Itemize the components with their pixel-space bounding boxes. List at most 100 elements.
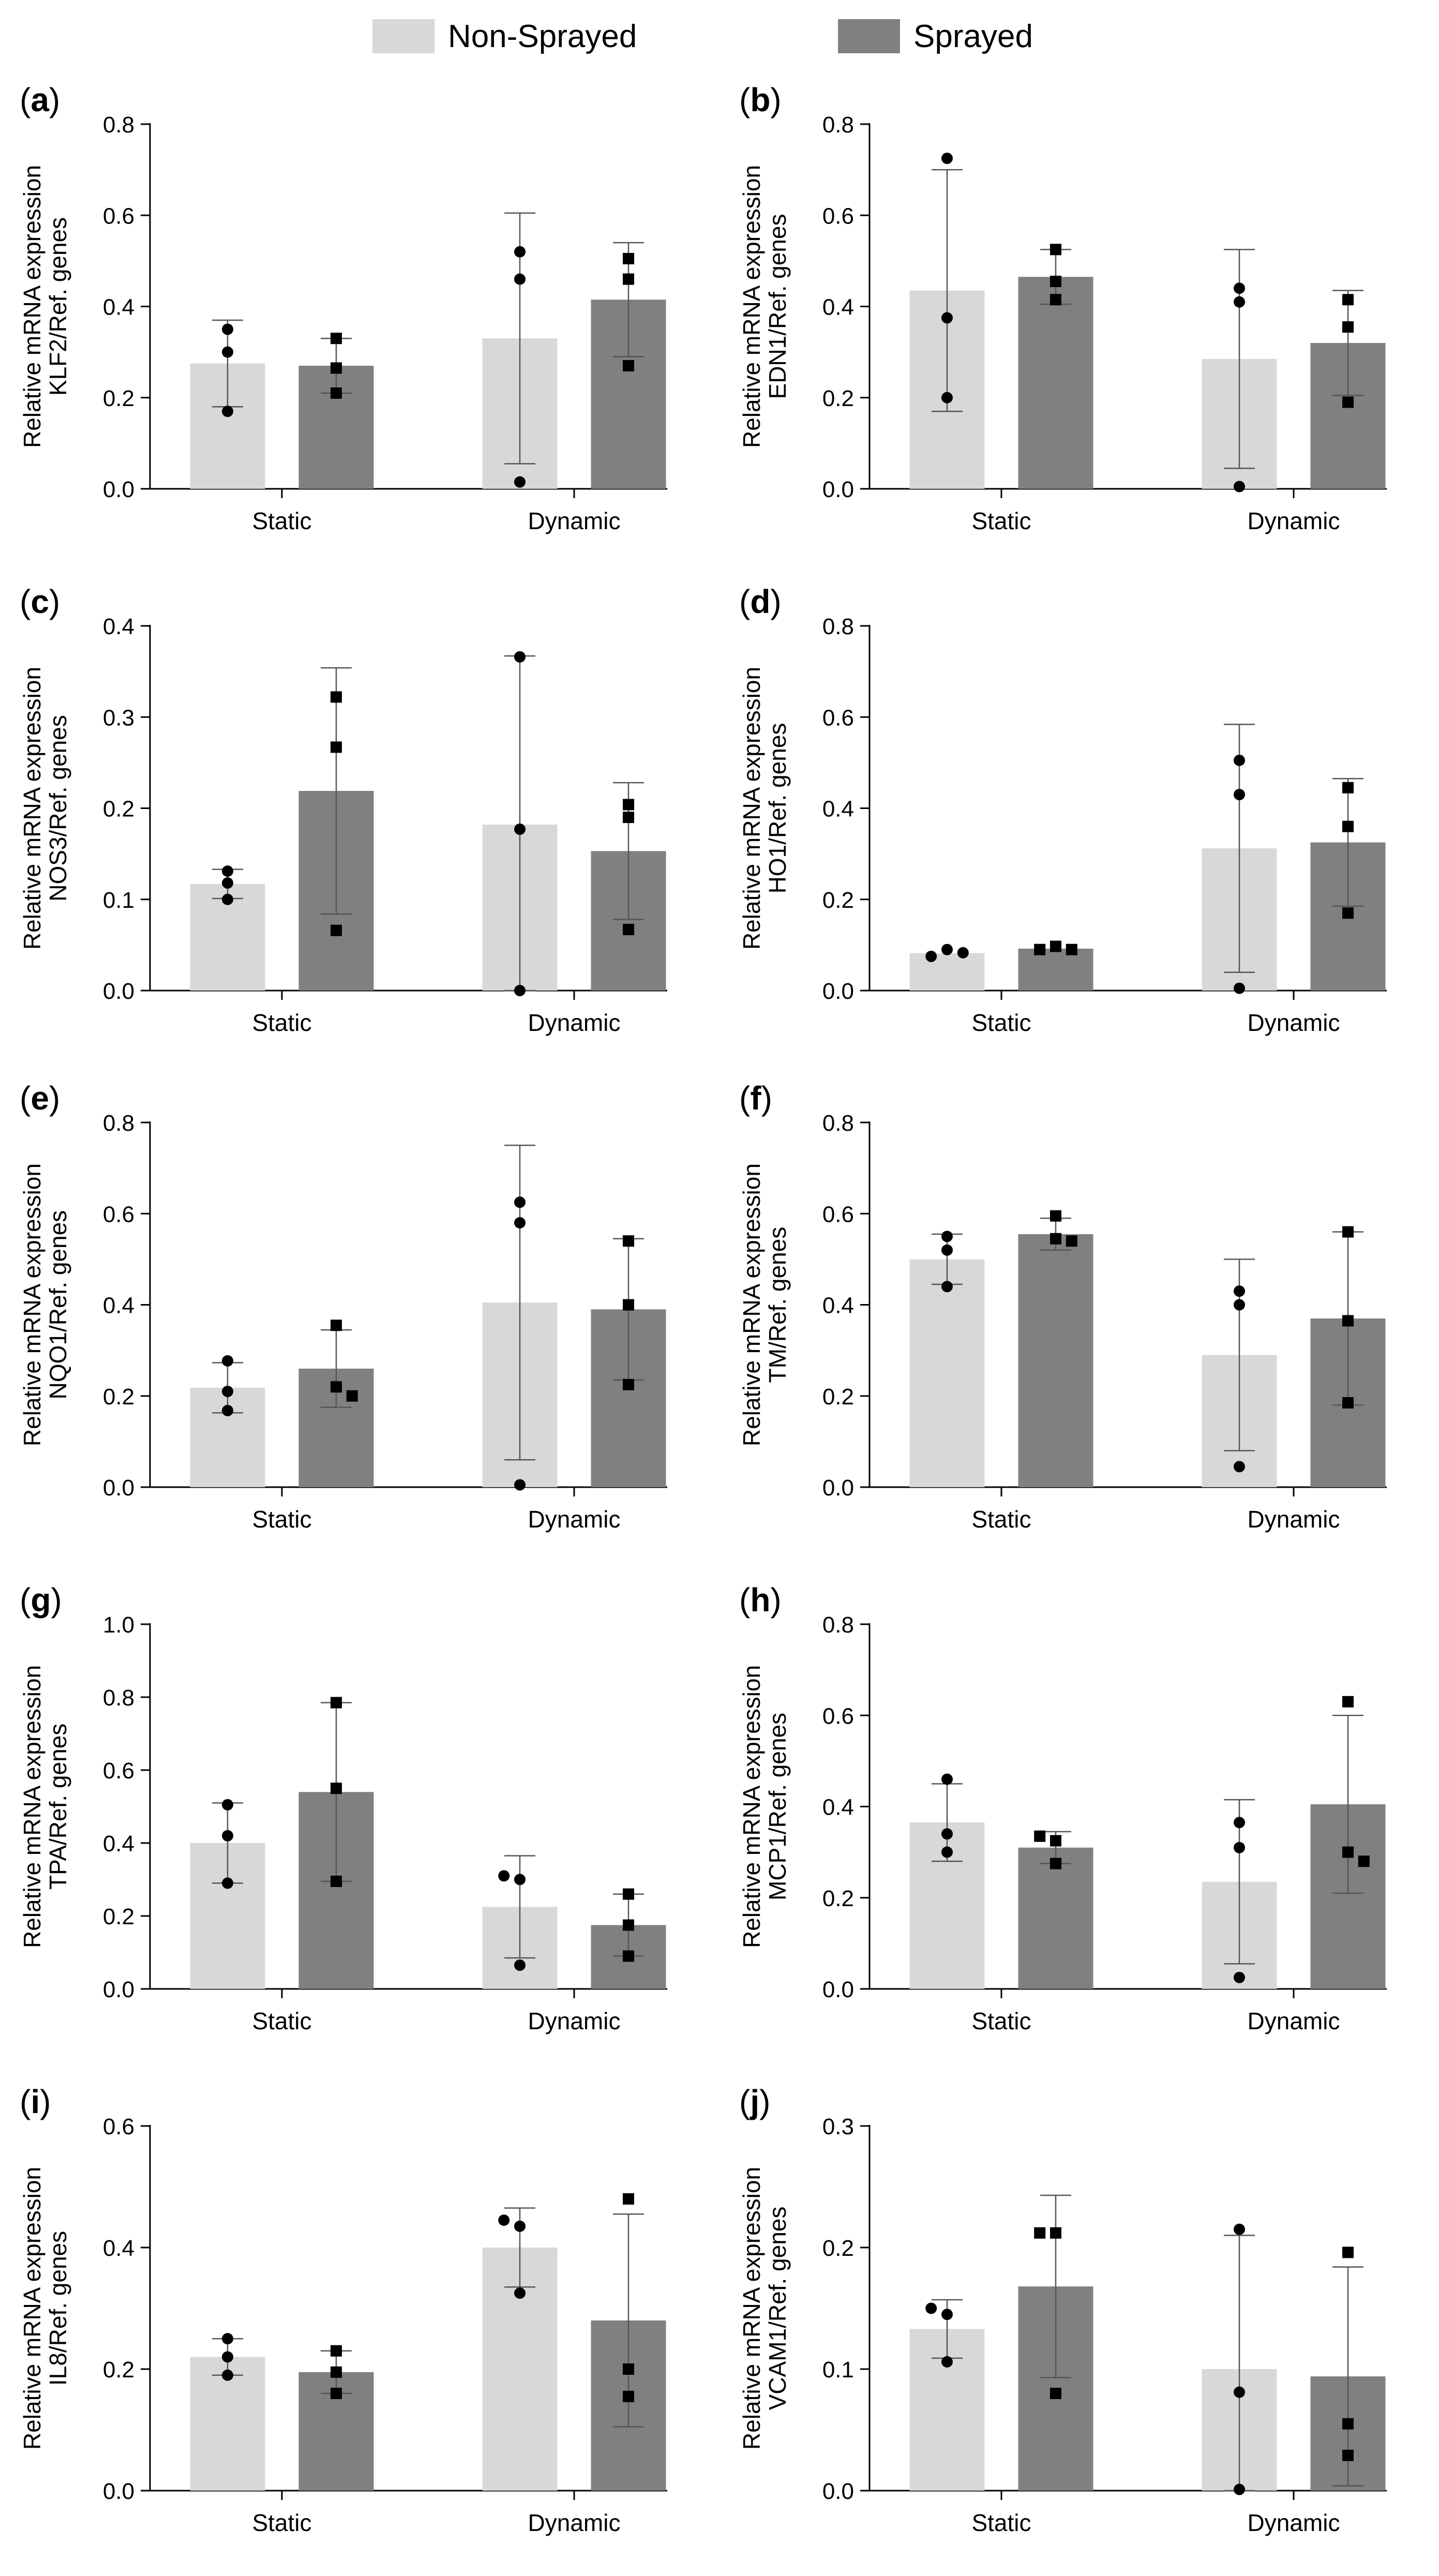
- data-point-sprayed: [1342, 1315, 1354, 1327]
- data-point-non-sprayed: [514, 1959, 526, 1971]
- chart-panel-e: (e) Relative mRNA expression NQO1/Ref. gen…: [0, 1076, 720, 1572]
- data-point-sprayed: [1342, 1226, 1354, 1238]
- data-point-non-sprayed: [1234, 481, 1245, 492]
- y-tick-label: 0.2: [822, 2236, 854, 2261]
- chart-panel-g: (g) Relative mRNA expression TPA/Ref. gene…: [0, 1578, 720, 2074]
- y-axis-label-line2: MCP1/Ref. genes: [764, 1713, 791, 1900]
- data-point-sprayed: [1358, 1855, 1370, 1867]
- data-point-sprayed: [623, 273, 634, 285]
- y-axis-label-line2: TPA/Ref. genes: [44, 1724, 71, 1890]
- data-point-sprayed: [1050, 2227, 1061, 2239]
- panel-label-open: (: [20, 1581, 31, 1619]
- data-point-non-sprayed: [941, 1231, 953, 1242]
- panel-label-close: ): [770, 583, 781, 620]
- x-tick-label: Static: [971, 2509, 1031, 2536]
- chart-panel-i: (i) Relative mRNA expression IL8/Ref. gene…: [0, 2079, 720, 2576]
- panel-label-letter: c: [31, 583, 49, 620]
- y-tick-label: 0.0: [103, 979, 134, 1004]
- panel-label-open: (: [20, 81, 31, 118]
- data-point-non-sprayed: [514, 823, 526, 835]
- panel-label: (i): [20, 2083, 51, 2120]
- y-tick-label: 0.2: [822, 386, 854, 411]
- legend-swatch-sprayed: [838, 19, 900, 53]
- y-tick-label: 0.2: [822, 888, 854, 913]
- x-tick-label: Dynamic: [1248, 2509, 1340, 2536]
- data-point-non-sprayed: [222, 323, 233, 335]
- x-tick-label: Dynamic: [1248, 2008, 1340, 2034]
- panel-label-close: ): [770, 1581, 781, 1619]
- x-tick-label: Dynamic: [528, 2509, 621, 2536]
- y-tick-label: 0.2: [822, 1886, 854, 1911]
- panel-label-open: (: [739, 81, 750, 118]
- data-point-non-sprayed: [1234, 1971, 1245, 1983]
- data-point-non-sprayed: [941, 2309, 953, 2320]
- y-axis-label-line1: Relative mRNA expression: [19, 667, 46, 950]
- data-point-sprayed: [331, 362, 342, 374]
- y-tick-label: 0.3: [103, 705, 134, 730]
- x-tick-label: Static: [252, 1009, 311, 1036]
- y-tick-label: 0.0: [103, 477, 134, 502]
- y-tick-label: 0.8: [822, 1612, 854, 1638]
- y-tick-label: 0.4: [103, 295, 134, 320]
- data-point-non-sprayed: [941, 1244, 953, 1256]
- data-point-non-sprayed: [514, 651, 526, 663]
- y-tick-label: 1.0: [103, 1612, 134, 1638]
- legend-label-sprayed: Sprayed: [913, 18, 1033, 54]
- panel-label: (e): [20, 1080, 60, 1117]
- data-point-sprayed: [1050, 1233, 1061, 1245]
- y-axis-label-line1: Relative mRNA expression: [19, 1665, 46, 1948]
- data-point-sprayed: [331, 1381, 342, 1393]
- x-tick-label: Static: [252, 507, 311, 534]
- data-point-sprayed: [623, 2193, 634, 2205]
- y-tick-label: 0.6: [103, 203, 134, 229]
- data-point-non-sprayed: [1234, 982, 1245, 994]
- y-tick-label: 0.6: [822, 1202, 854, 1227]
- x-tick-label: Dynamic: [1248, 1506, 1340, 1533]
- data-point-sprayed: [623, 799, 634, 811]
- data-point-non-sprayed: [957, 947, 969, 958]
- panel-label: (g): [20, 1581, 62, 1619]
- panel-label-close: ): [770, 81, 781, 118]
- x-tick-label: Static: [252, 2509, 311, 2536]
- y-axis-label-line2: VCAM1/Ref. genes: [764, 2207, 791, 2410]
- x-tick-label: Dynamic: [1248, 507, 1340, 534]
- data-point-sprayed: [623, 2390, 634, 2402]
- data-point-sprayed: [331, 2388, 342, 2399]
- panel-label-letter: g: [31, 1581, 51, 1619]
- y-tick-label: 0.6: [822, 1703, 854, 1729]
- legend-swatch-non-sprayed: [372, 19, 434, 53]
- data-point-sprayed: [331, 1320, 342, 1331]
- data-point-sprayed: [1342, 2449, 1354, 2461]
- data-point-sprayed: [623, 923, 634, 935]
- x-tick-label: Static: [971, 1506, 1031, 1533]
- data-point-non-sprayed: [1234, 1461, 1245, 1473]
- data-point-sprayed: [623, 1888, 634, 1900]
- data-point-non-sprayed: [514, 1217, 526, 1229]
- chart-panel-c: (c) Relative mRNA expression NOS3/Ref. gen…: [0, 579, 720, 1076]
- data-point-sprayed: [1342, 1696, 1354, 1708]
- data-point-sprayed: [1342, 2418, 1354, 2430]
- data-point-non-sprayed: [1234, 282, 1245, 294]
- panel-label-letter: i: [31, 2083, 40, 2120]
- data-point-non-sprayed: [941, 153, 953, 164]
- y-tick-label: 0.4: [822, 1795, 854, 1820]
- data-point-non-sprayed: [222, 2333, 233, 2345]
- data-point-sprayed: [1050, 276, 1061, 288]
- data-point-non-sprayed: [222, 877, 233, 889]
- data-point-non-sprayed: [1234, 1285, 1245, 1297]
- data-point-sprayed: [331, 2366, 342, 2378]
- x-tick-label: Static: [971, 1009, 1031, 1036]
- data-point-sprayed: [331, 1783, 342, 1794]
- data-point-sprayed: [331, 387, 342, 399]
- data-point-sprayed: [1066, 943, 1077, 955]
- panel-label-close: ): [761, 1080, 772, 1117]
- y-tick-label: 0.6: [822, 203, 854, 229]
- y-tick-label: 0.8: [822, 1111, 854, 1136]
- y-tick-label: 0.0: [103, 1475, 134, 1501]
